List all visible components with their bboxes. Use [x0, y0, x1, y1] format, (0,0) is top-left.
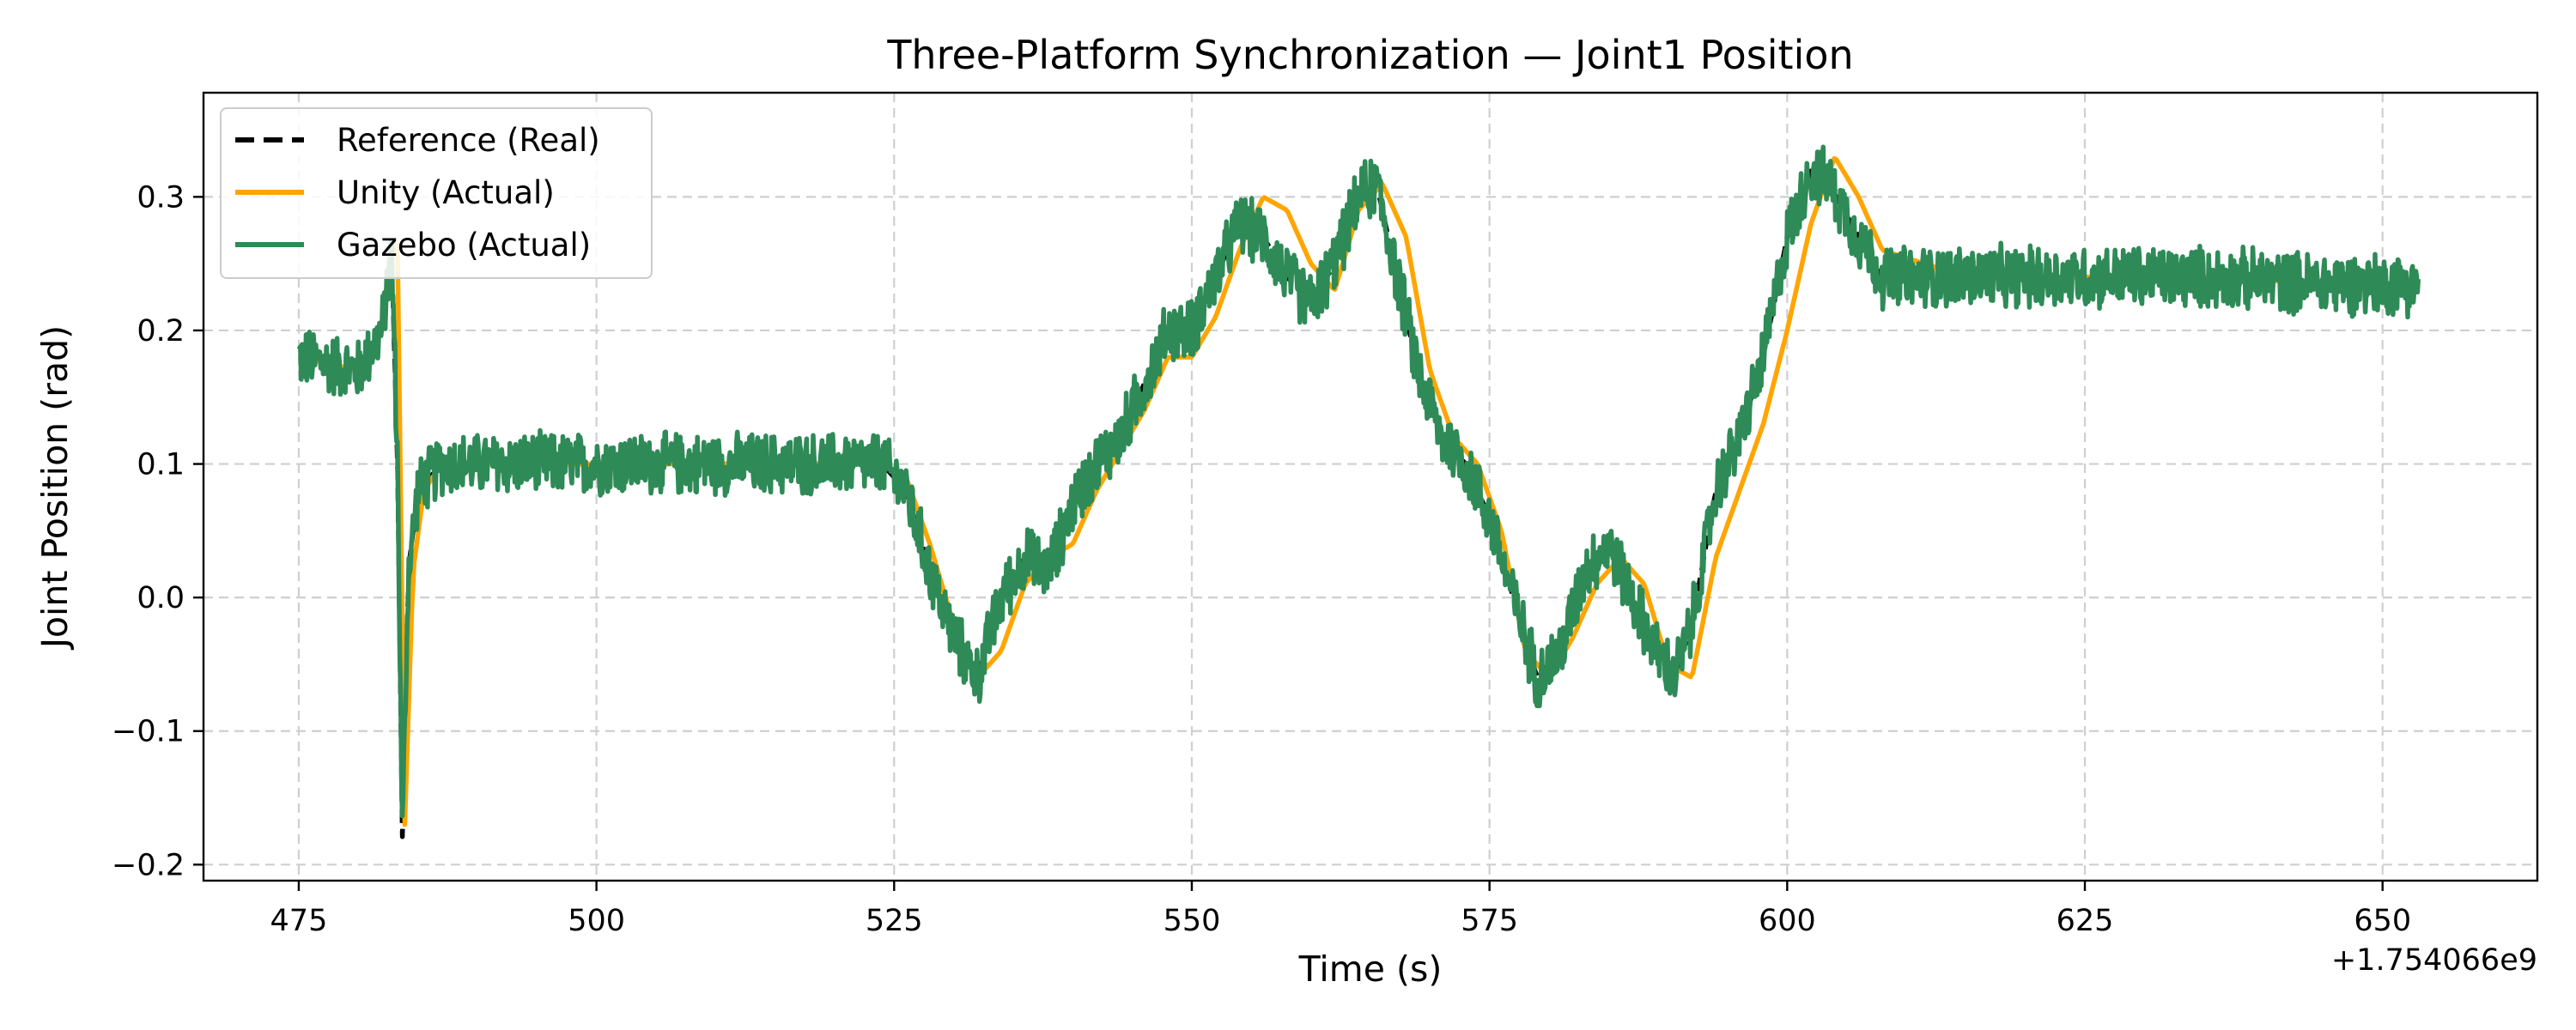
legend-label-unity-actual: Unity (Actual) — [337, 174, 555, 211]
y-tick-label: 0.3 — [137, 180, 185, 215]
y-tick-label: −0.1 — [112, 715, 185, 749]
y-axis: −0.2 −0.1 0.0 0.1 0.2 0.3 — [112, 180, 204, 882]
x-tick-label: 600 — [1759, 904, 1816, 938]
y-tick-label: 0.2 — [137, 314, 185, 348]
y-tick-label: 0.1 — [137, 448, 185, 482]
legend: Reference (Real) Unity (Actual) Gazebo (Ac… — [220, 107, 653, 279]
y-axis-label: Joint Position (rad) — [34, 325, 76, 651]
series-layer — [296, 144, 2421, 839]
series-line-gazebo-actual — [296, 144, 2421, 819]
y-tick-label: 0.0 — [137, 581, 185, 615]
x-tick-label: 575 — [1461, 904, 1518, 938]
x-axis: 475 500 525 550 575 600 625 650 — [270, 881, 2411, 938]
x-tick-label: 500 — [568, 904, 625, 938]
x-tick-label: 550 — [1163, 904, 1221, 938]
x-tick-label: 475 — [270, 904, 328, 938]
x-axis-label: Time (s) — [1298, 948, 1443, 990]
legend-label-reference-real: Reference (Real) — [337, 122, 600, 159]
legend-label-gazebo-actual: Gazebo (Actual) — [337, 227, 591, 264]
x-tick-label: 525 — [866, 904, 923, 938]
y-tick-label: −0.2 — [112, 848, 185, 882]
x-tick-label: 650 — [2354, 904, 2411, 938]
chart-title: Three-Platform Synchronization — Joint1 … — [886, 32, 1853, 78]
plot-frame — [202, 91, 2539, 882]
x-offset-label: +1.754066e9 — [2331, 943, 2537, 978]
legend-box — [220, 107, 653, 279]
x-tick-label: 625 — [2057, 904, 2114, 938]
